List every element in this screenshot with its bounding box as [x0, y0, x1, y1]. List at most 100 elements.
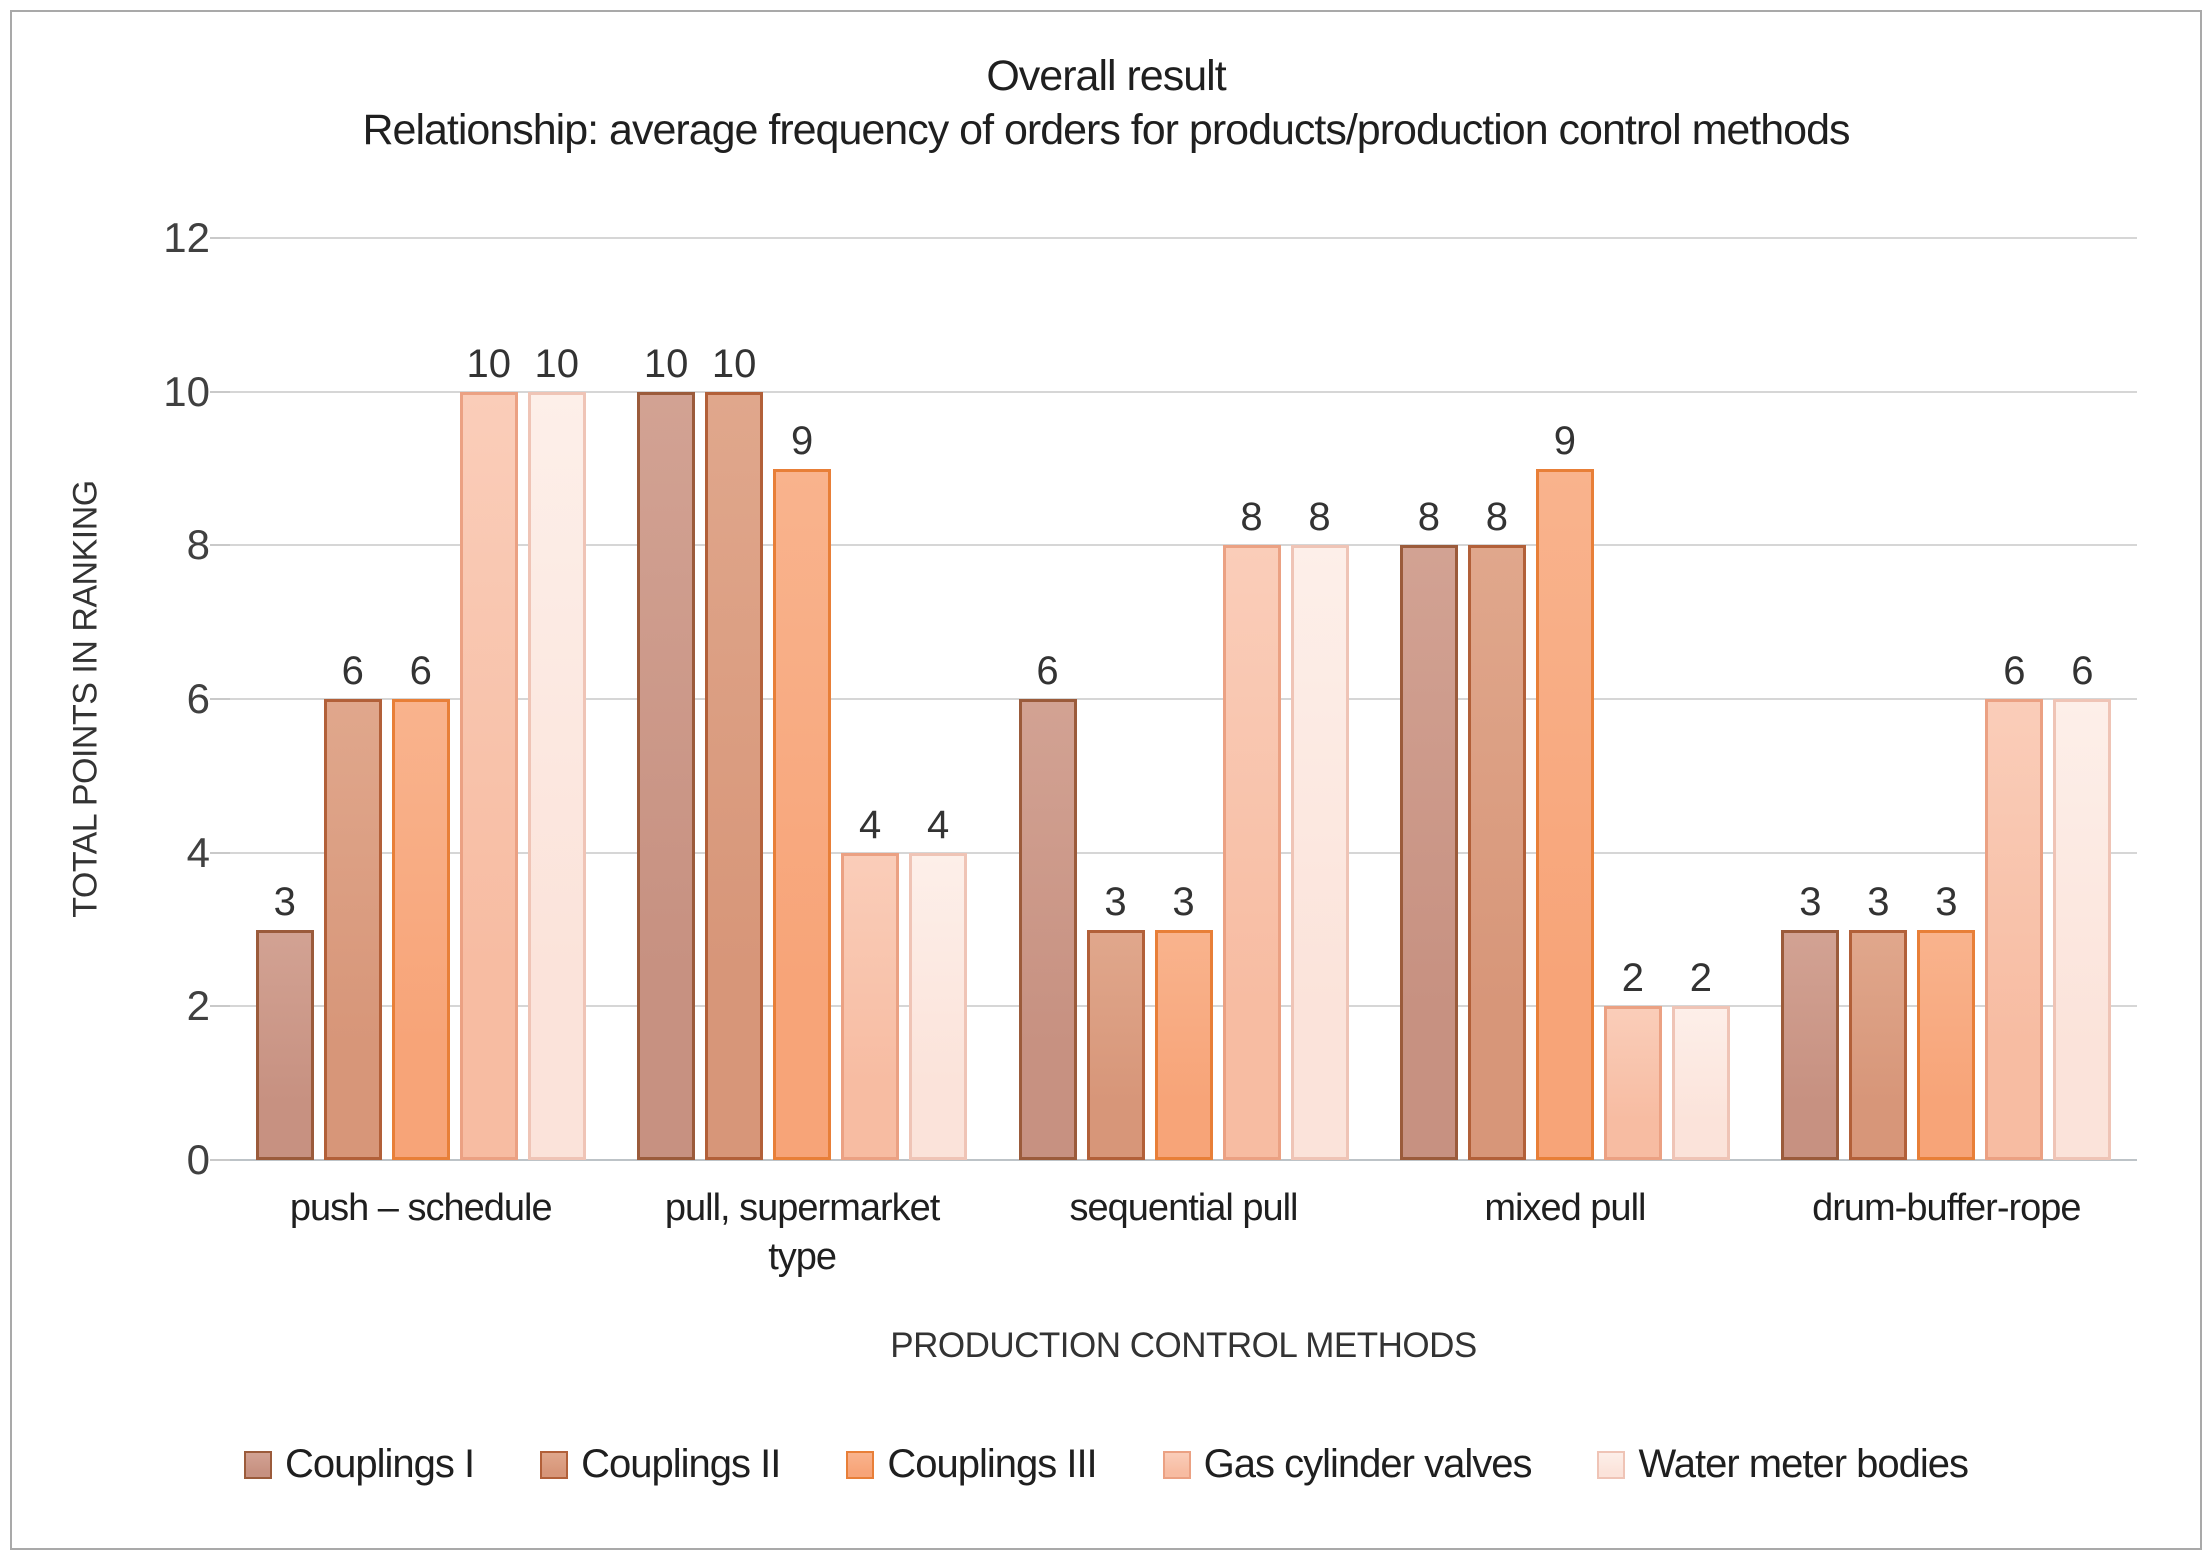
legend-swatch: [846, 1450, 875, 1479]
category-label: pull, supermarket type: [664, 1187, 940, 1279]
gridline: [230, 544, 2137, 547]
bar-value-label: 9: [1553, 418, 1577, 463]
bars-layer: 3 6 6 10 10 10 10 9 4 4 6 3 3 8 8 8 8 9 2 2 3 3 3 6 6: [230, 238, 2137, 1160]
bar-cell: 2: [1671, 238, 1730, 1160]
axis-tick-mark: [210, 698, 230, 700]
bar-value-label: 6: [409, 649, 432, 693]
axis-tick-mark: [210, 1005, 230, 1008]
gridline: [230, 851, 2137, 854]
legend-swatch: [1162, 1450, 1191, 1479]
y-axis-tick-label: 8: [186, 521, 210, 569]
bar: [1154, 929, 1213, 1160]
legend-item: Gas cylinder valves: [1162, 1442, 1532, 1487]
y-axis-tick-label: 4: [186, 828, 210, 876]
bar-value-label: 3: [1104, 879, 1127, 924]
category-label: drum-buffer-rope: [1812, 1187, 2081, 1229]
legend-item: Couplings III: [846, 1442, 1098, 1487]
bar-cell: 4: [841, 238, 900, 1160]
bar-cell: 9: [1535, 238, 1594, 1160]
bar-value-label: 3: [1172, 879, 1195, 924]
bar: [1535, 468, 1594, 1160]
axis-tick-mark: [210, 237, 230, 239]
bar-cell: 10: [637, 238, 696, 1160]
bar: [637, 391, 696, 1160]
bar-value-label: 6: [1036, 649, 1059, 693]
bar-cell: 3: [1849, 238, 1908, 1160]
bar: [1781, 929, 1840, 1160]
bar-cell: 3: [1917, 238, 1976, 1160]
legend-label: Couplings III: [887, 1442, 1097, 1486]
legend: Couplings I Couplings II Couplings III Gas …: [0, 1442, 2212, 1487]
gridline: [230, 698, 2137, 700]
bar-cell: 3: [255, 238, 314, 1160]
bar-value-label: 10: [711, 341, 757, 386]
bar-value-label: 10: [466, 341, 511, 386]
x-axis-category-labels: push – schedule pull, supermarket type seq…: [230, 1184, 2137, 1283]
bar-group: 3 6 6 10 10: [230, 238, 611, 1160]
bar: [1399, 545, 1458, 1160]
bar: [909, 852, 968, 1160]
bar-cell: 8: [1222, 238, 1281, 1160]
category-label: mixed pull: [1484, 1187, 1646, 1229]
bar-cell: 3: [1086, 238, 1145, 1160]
bar-value-label: 3: [1867, 879, 1890, 924]
bar: [255, 929, 314, 1160]
bar-value-label: 8: [1240, 495, 1263, 540]
bar: [1290, 545, 1349, 1160]
legend-swatch: [243, 1450, 272, 1479]
bar-value-label: 2: [1621, 956, 1645, 1001]
plot-area: 3 6 6 10 10 10 10 9 4 4 6 3 3 8 8 8 8 9 2 2 3 3 3 6 6: [210, 237, 2137, 1161]
bar-value-label: 10: [534, 341, 579, 386]
y-axis-tick-label: 10: [163, 367, 210, 415]
bar-value-label: 6: [2003, 649, 2026, 693]
category-label: sequential pull: [1069, 1187, 1299, 1229]
axis-tick-mark: [210, 851, 230, 854]
bar: [2053, 699, 2112, 1160]
legend-item: Couplings II: [540, 1442, 781, 1487]
category-label: push – schedule: [289, 1187, 553, 1229]
y-axis-tick-label: 6: [186, 675, 210, 722]
bar-cell: 10: [705, 238, 764, 1160]
bar-cell: 6: [1018, 238, 1077, 1160]
bar-cell: 6: [323, 238, 382, 1160]
bar-value-label: 10: [643, 341, 689, 386]
legend-item: Water meter bodies: [1597, 1442, 1969, 1487]
bar: [1917, 929, 1976, 1160]
bar: [391, 699, 450, 1160]
bar-value-label: 3: [1799, 879, 1822, 924]
bar: [323, 699, 382, 1160]
gridline: [230, 237, 2137, 239]
bar-cell: 4: [909, 238, 968, 1160]
bar-cell: 10: [459, 238, 518, 1160]
chart-title: Overall result: [986, 52, 1226, 100]
bar: [1849, 929, 1908, 1160]
bar-cell: 3: [1154, 238, 1213, 1160]
axis-tick-mark: [210, 390, 230, 393]
bar: [1985, 699, 2044, 1160]
bar-value-label: 6: [2071, 649, 2094, 693]
legend-swatch: [540, 1450, 569, 1479]
bar: [1086, 929, 1145, 1160]
bar-value-label: 4: [858, 802, 882, 847]
bar: [1222, 545, 1281, 1160]
gridline: [230, 1159, 2137, 1161]
bar: [527, 391, 586, 1160]
legend-swatch: [1597, 1450, 1626, 1479]
bar-value-label: 8: [1308, 495, 1331, 540]
bar: [1018, 699, 1077, 1160]
legend-label: Couplings II: [581, 1442, 781, 1486]
bar: [1467, 545, 1526, 1160]
bar-value-label: 3: [273, 879, 296, 924]
gridline: [230, 390, 2137, 393]
bar-cell: 8: [1290, 238, 1349, 1160]
bar-value-label: 4: [926, 802, 950, 847]
y-axis-tick-label: 12: [163, 214, 210, 261]
bar-value-label: 2: [1689, 956, 1713, 1001]
bar-cell: 2: [1603, 238, 1662, 1160]
bar-cell: 6: [1985, 238, 2044, 1160]
bar-value-label: 6: [341, 649, 364, 693]
bar: [1671, 1006, 1730, 1160]
